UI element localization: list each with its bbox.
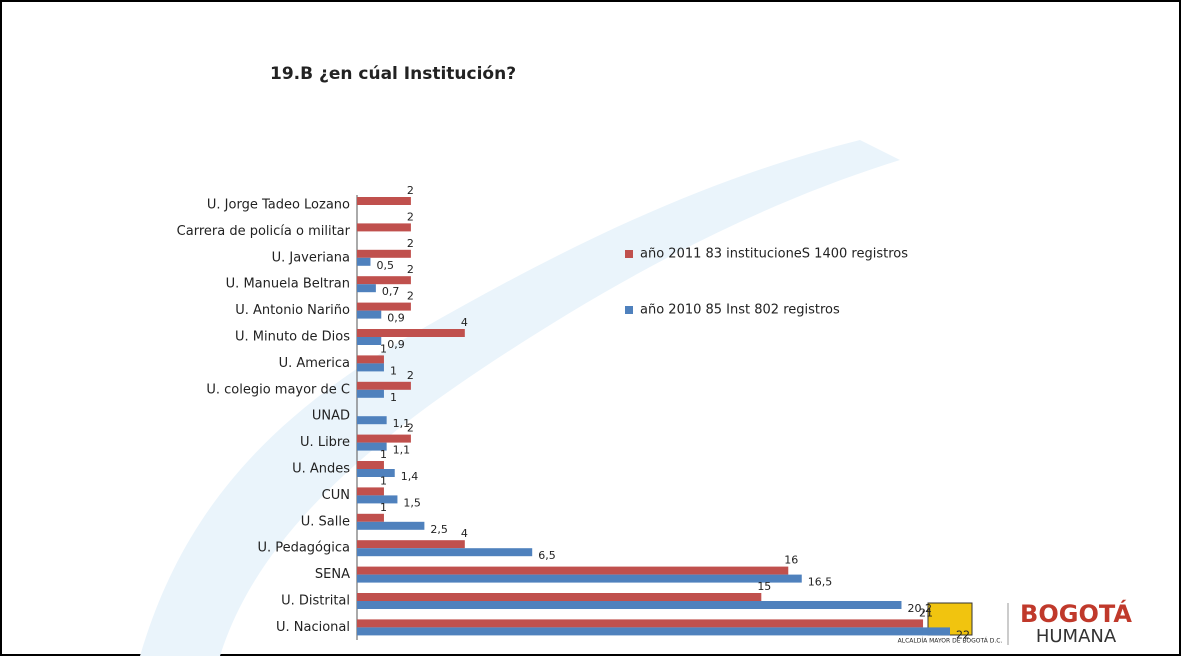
bar [357,329,465,337]
value-label: 1 [390,391,397,404]
bar [357,390,384,398]
value-label: 2 [407,290,414,303]
bar [357,223,411,231]
chart-title: 19.B ¿en cúal Institución? [270,64,516,84]
category-label: U. Libre [300,435,350,450]
bar [357,416,387,424]
bar [357,619,923,627]
brand-bottom: HUMANA [1036,626,1117,647]
slide: 19.B ¿en cúal Institución? ALCALDÍA MAYO… [0,0,1181,656]
value-label: 4 [461,527,468,540]
value-label: 2 [407,422,414,435]
brand-top: BOGOTÁ [1020,599,1132,628]
value-label: 1 [380,474,387,487]
bar [357,514,384,522]
value-label: 15 [757,580,771,593]
category-label: U. Manuela Beltran [226,277,350,292]
category-label: U. Javeriana [272,250,350,265]
legend-text: año 2011 83 institucioneS 1400 registros [640,247,908,262]
value-label: 2 [407,184,414,197]
bar [357,461,384,469]
value-label: 2 [407,237,414,250]
category-label: U. colegio mayor de C [206,382,350,397]
value-label: 0,9 [387,312,405,325]
value-label: 16 [784,554,798,567]
legend-text: año 2010 85 Inst 802 registros [640,303,840,318]
value-label: 1 [380,342,387,355]
value-label: 22 [956,628,970,641]
bar [357,548,532,556]
bar [357,540,465,548]
value-label: 0,5 [376,259,394,272]
value-label: 1,4 [401,470,419,483]
bar [357,363,384,371]
bar [357,575,802,583]
bar [357,258,370,266]
category-label: UNAD [312,409,350,424]
bar [357,382,411,390]
bar [357,627,950,635]
bar [357,601,901,609]
category-label: U. Andes [292,462,350,477]
bar [357,469,395,477]
value-label: 0,9 [387,338,405,351]
value-label: 1,5 [403,496,421,509]
bar [357,197,411,205]
value-label: 2,5 [430,523,448,536]
bar [357,355,384,363]
value-label: 21 [919,606,933,619]
alcaldia-text: ALCALDÍA MAYOR DE BOGOTÁ D.C. [898,638,1003,645]
bar [357,284,376,292]
value-label: 1 [390,364,397,377]
value-label: 1,1 [393,444,411,457]
bar [357,567,788,575]
legend-swatch [625,250,633,258]
category-label: U. Distrital [281,594,350,609]
value-label: 4 [461,316,468,329]
bar [357,303,411,311]
category-label: U. Minuto de Dios [235,330,350,345]
legend-swatch [625,306,633,314]
value-label: 2 [407,369,414,382]
category-label: U. Pedagógica [257,541,350,556]
category-label: U. Salle [301,514,350,529]
category-label: U. Jorge Tadeo Lozano [207,198,350,213]
category-label: U. America [279,356,350,371]
value-label: 1 [380,501,387,514]
category-label: U. Antonio Nariño [235,303,350,318]
bar [357,276,411,284]
bar [357,311,381,319]
bar [357,487,384,495]
bar [357,593,761,601]
bar [357,435,411,443]
slide-border [1,1,1180,655]
value-label: 16,5 [808,576,833,589]
bar [357,522,424,530]
value-label: 2 [407,210,414,223]
bar [357,495,397,503]
category-label: SENA [315,567,350,582]
category-label: U. Nacional [276,620,350,635]
value-label: 0,7 [382,285,400,298]
value-label: 2 [407,263,414,276]
value-label: 6,5 [538,549,556,562]
bar [357,337,381,345]
category-label: CUN [322,488,350,503]
category-label: Carrera de policía o militar [177,224,351,239]
value-label: 1 [380,448,387,461]
bar [357,250,411,258]
